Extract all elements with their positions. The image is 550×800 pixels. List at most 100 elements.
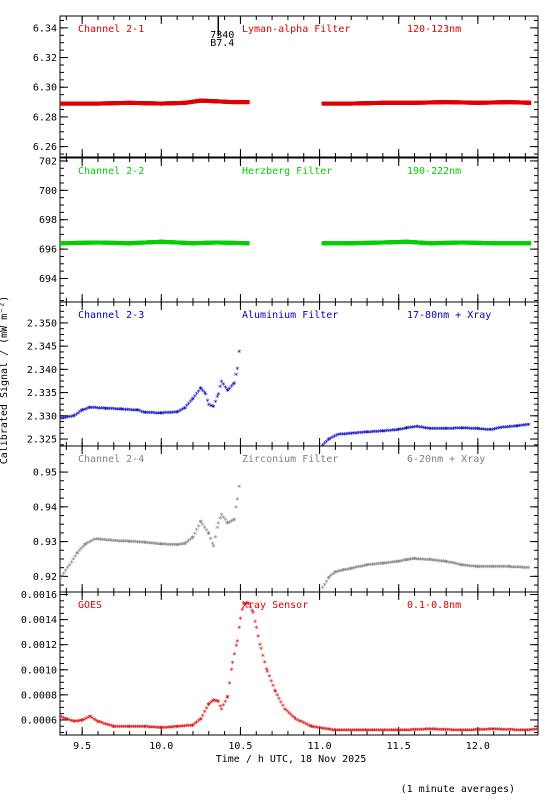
data-point: * (425, 557, 430, 566)
data-point: * (430, 726, 435, 735)
data-point: * (515, 564, 520, 573)
data-point: * (506, 727, 511, 736)
data-point: * (223, 698, 228, 707)
data-point: * (143, 409, 148, 418)
data-point: * (443, 426, 448, 435)
data-point: * (72, 413, 77, 422)
data-point: * (175, 409, 180, 418)
data-point: * (427, 557, 432, 566)
data-point: * (215, 525, 220, 534)
band-label: 17-80nm + Xray (407, 310, 491, 321)
data-point: * (358, 727, 363, 736)
data-point: * (453, 425, 458, 434)
data-point: * (382, 428, 387, 437)
data-point: * (58, 416, 63, 425)
data-point: * (484, 726, 489, 735)
data-point: * (117, 723, 122, 732)
data-point: * (227, 519, 232, 528)
data-point: * (512, 727, 517, 736)
data-point: * (380, 560, 385, 569)
x-tick-label: 11.5 (387, 741, 411, 752)
data-point: * (427, 426, 432, 435)
data-point: * (459, 562, 464, 571)
data-point: * (175, 542, 180, 551)
data-point: * (501, 424, 506, 433)
data-point: * (491, 564, 496, 573)
data-point: * (213, 698, 218, 707)
data-point: * (88, 713, 93, 722)
filter-label: Aluminium Filter (242, 310, 338, 321)
data-point: * (328, 726, 333, 735)
data-point: * (237, 625, 242, 634)
data-point: * (420, 556, 425, 565)
data-point: * (237, 483, 242, 492)
data-point: * (143, 409, 148, 418)
data-point: * (71, 413, 76, 422)
data-point: * (507, 424, 512, 433)
data-point: * (151, 724, 156, 733)
data-point: * (398, 426, 403, 435)
data-point: * (286, 709, 291, 718)
data-point: * (481, 726, 486, 735)
data-point: * (417, 424, 422, 433)
series-2 (321, 100, 532, 106)
data-point: * (378, 560, 383, 569)
data-point: * (428, 426, 433, 435)
data-point: * (503, 564, 508, 573)
data-point: * (400, 727, 405, 736)
data-point: * (376, 727, 381, 736)
data-point: * (231, 517, 236, 526)
data-point: * (59, 573, 64, 582)
data-point: * (82, 406, 87, 415)
band-label: 190-222nm (407, 166, 461, 177)
data-point: * (479, 726, 484, 735)
data-point: * (256, 633, 261, 642)
data-point: * (65, 414, 70, 423)
y-tick-label: 2.330 (27, 411, 57, 422)
data-point: * (448, 559, 453, 568)
data-point: * (513, 564, 518, 573)
data-point: * (436, 426, 441, 435)
data-point: * (299, 719, 304, 728)
data-point: * (297, 718, 302, 727)
data-point: * (508, 727, 513, 736)
x-tick-label: 12.0 (466, 741, 490, 752)
data-point: * (491, 726, 496, 735)
data-point: * (520, 727, 525, 736)
data-point: * (525, 422, 530, 431)
data-point: * (529, 727, 534, 736)
filter-label: Xray Sensor (242, 600, 308, 611)
data-point: * (439, 726, 444, 735)
data-point: * (354, 727, 359, 736)
data-point: * (198, 716, 203, 725)
data-point: * (279, 699, 284, 708)
data-point: * (78, 409, 83, 418)
data-point: * (145, 540, 150, 549)
data-point: * (265, 668, 270, 677)
data-point: * (121, 723, 126, 732)
data-point: * (225, 387, 230, 396)
series-2 (321, 239, 532, 246)
data-point: * (411, 727, 416, 736)
data-point: * (180, 723, 185, 732)
data-point: * (107, 406, 112, 415)
series-2: ****************************************… (320, 421, 531, 446)
data-point: * (295, 717, 300, 726)
data-point: * (273, 688, 278, 697)
data-point: * (253, 618, 258, 627)
data-point: * (326, 437, 331, 446)
data-point: * (319, 725, 324, 734)
data-point: * (404, 727, 409, 736)
data-point: * (507, 564, 512, 573)
data-point: * (423, 726, 428, 735)
data-point: * (175, 723, 180, 732)
data-point: * (135, 407, 140, 416)
data-point: * (337, 568, 342, 577)
data-point: * (227, 680, 232, 689)
data-point: * (219, 512, 224, 521)
data-point: * (441, 558, 446, 567)
data-point: * (485, 426, 490, 435)
data-point: * (196, 388, 201, 397)
data-point: * (344, 431, 349, 440)
data-point: * (168, 724, 173, 733)
